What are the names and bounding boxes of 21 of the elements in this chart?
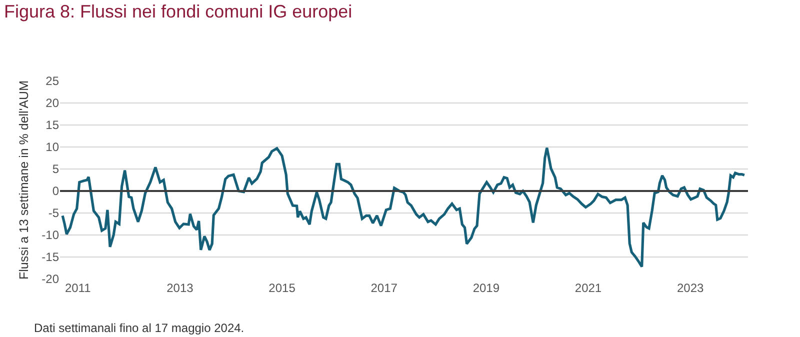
y-tick-label: -15 xyxy=(42,250,60,264)
line-series xyxy=(61,146,746,268)
y-tick-label: -20 xyxy=(42,272,60,286)
text: Dati settimanali fino al 17 maggio 2024. xyxy=(34,321,244,335)
y-tick-label: 25 xyxy=(46,74,60,88)
x-tick-label: 2013 xyxy=(166,281,194,295)
x-tick-label: 2021 xyxy=(574,281,602,295)
y-tick-label: -10 xyxy=(42,228,60,242)
x-tick-label: 2011 xyxy=(64,281,92,295)
x-tick-label: 2015 xyxy=(268,281,296,295)
x-tick-label: 2017 xyxy=(370,281,398,295)
y-tick-label: 5 xyxy=(52,162,60,176)
x-tick-label: 2023 xyxy=(676,281,704,295)
y-tick-label: 15 xyxy=(46,118,60,132)
x-tick-label: 2019 xyxy=(472,281,500,295)
y-tick-label: 10 xyxy=(46,140,60,154)
y-tick-label: 20 xyxy=(46,96,60,110)
y-tick-label: -5 xyxy=(48,206,60,220)
y-tick-label: 0 xyxy=(52,184,60,198)
y-axis-title: Flussi a 13 settimane in % dell'AUM xyxy=(16,80,31,280)
chart-title: Figura 8: Flussi nei fondi comuni IG europei xyxy=(4,2,352,22)
